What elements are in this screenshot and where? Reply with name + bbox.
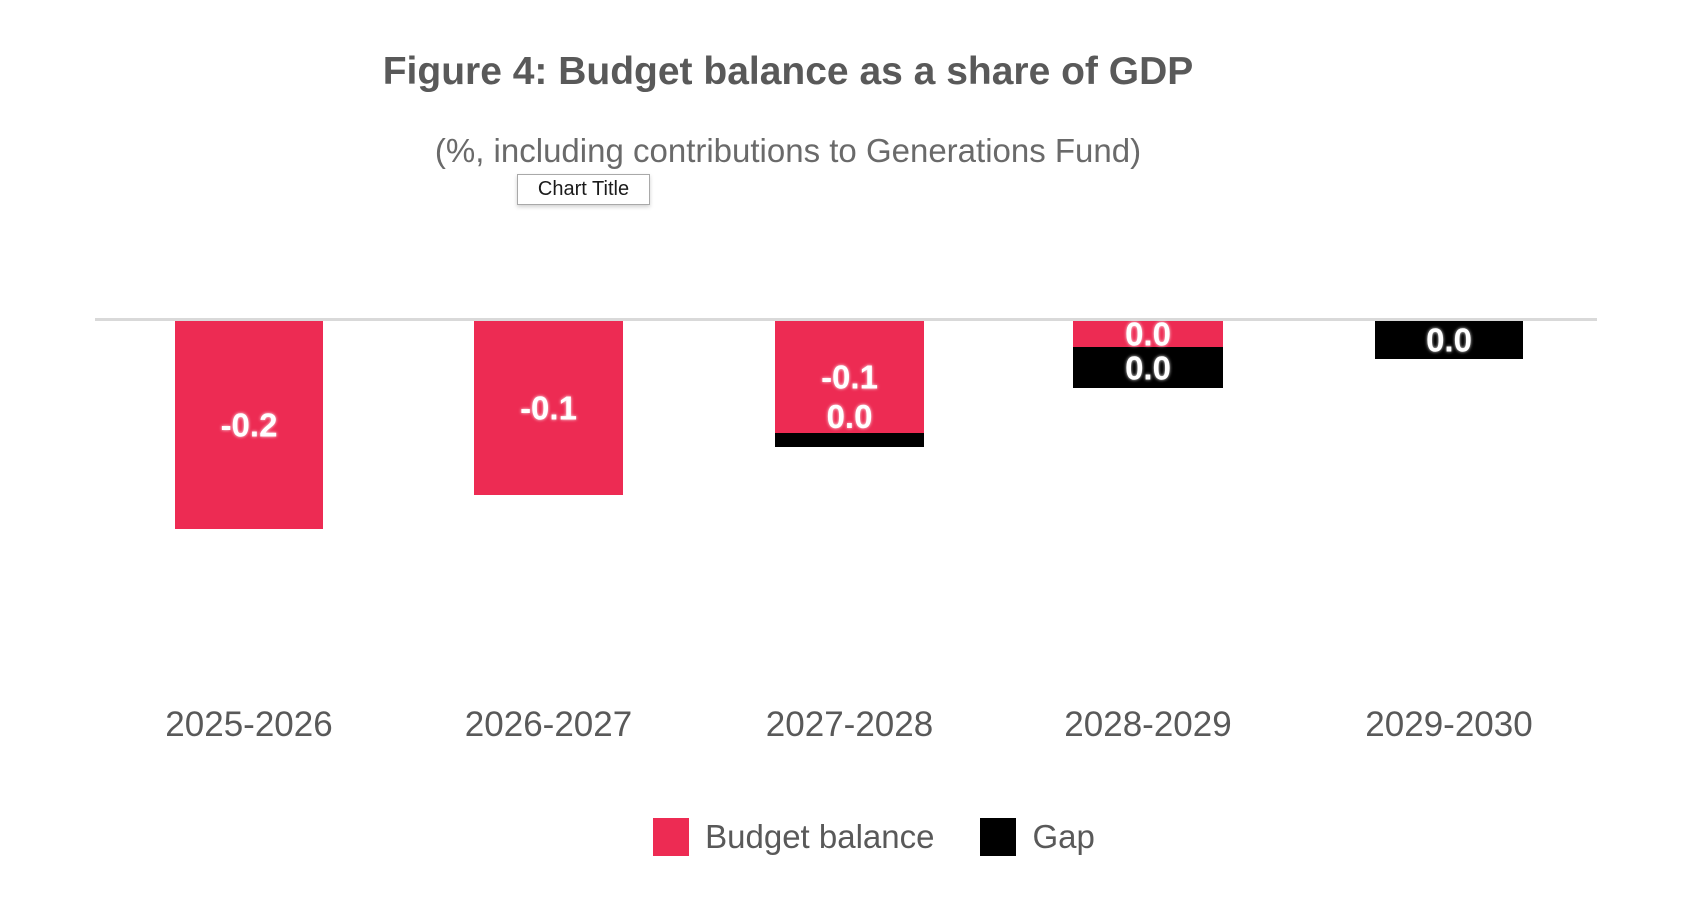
legend-item-budget-balance[interactable]: Budget balance	[653, 818, 934, 856]
data-label: 0.0	[1125, 315, 1171, 353]
x-axis-label: 2029-2030	[1365, 705, 1533, 744]
chart-subtitle: (%, including contributions to Generatio…	[434, 132, 1142, 169]
bar-2029-2030: 0.0	[1375, 321, 1523, 359]
data-label: -0.1	[520, 389, 577, 427]
x-axis-label: 2025-2026	[165, 705, 333, 744]
data-label: -0.1	[821, 358, 878, 396]
data-label: 0.0	[1125, 349, 1171, 386]
bar-segment-gap	[775, 433, 924, 447]
bar-segment-budget-balance	[175, 321, 323, 529]
data-label: 0.0	[1426, 321, 1472, 359]
data-label: 0.0	[826, 398, 873, 435]
legend-item-gap[interactable]: Gap	[980, 818, 1095, 856]
budget-balance-swatch-icon	[653, 818, 690, 856]
bar-2026-2027: -0.1	[474, 321, 623, 495]
chart-title-tooltip: Chart Title	[517, 174, 650, 205]
gap-swatch-icon	[980, 818, 1017, 856]
bar-2027-2028: -0.1 0.0	[775, 321, 924, 447]
x-axis-label: 2026-2027	[464, 705, 633, 744]
legend-label: Gap	[1032, 818, 1095, 855]
bar-segment-budget-balance	[775, 321, 924, 433]
x-axis-label: 2027-2028	[765, 705, 934, 744]
legend-label: Budget balance	[705, 818, 935, 855]
bar-2025-2026: -0.2	[175, 321, 323, 529]
x-axis-label: 2028-2029	[1064, 705, 1232, 744]
bar-segment-budget-balance	[1073, 321, 1223, 347]
legend: Budget balance Gap	[28, 818, 1692, 856]
bar-2028-2029: 0.0 0.0	[1073, 315, 1223, 388]
bar-segment-gap	[1073, 347, 1223, 388]
zero-axis-line	[95, 318, 1597, 321]
bar-segment-gap	[1375, 321, 1523, 359]
chart-title: Figure 4: Budget balance as a share of G…	[382, 50, 1194, 93]
bar-segment-budget-balance	[474, 321, 623, 495]
data-label: -0.2	[220, 406, 278, 444]
